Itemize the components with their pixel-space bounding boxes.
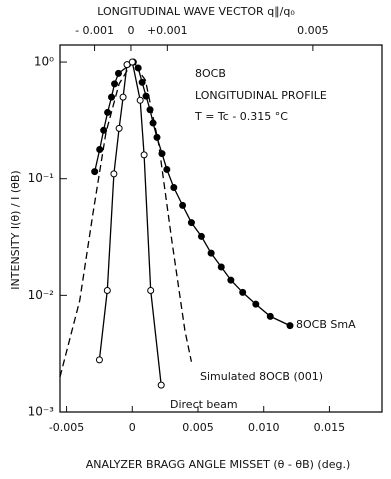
x2-tick-label: +0.001 [147,24,188,37]
series-label: Direct beam [170,398,238,411]
top-axis-title: LONGITUDINAL WAVE VECTOR q∥/q₀ [97,5,295,18]
data-point [95,356,103,364]
data-point [108,93,116,101]
data-point [217,263,225,271]
y-tick-label: 10⁻¹ [28,171,55,185]
data-point [115,124,123,132]
data-point [207,249,215,257]
data-point [252,300,260,308]
y-tick-label: 10⁻³ [28,405,55,419]
annotation: LONGITUDINAL PROFILE [195,89,327,102]
y-axis-title: INTENSITY I(θ) / I (θB) [9,170,22,289]
data-point [111,80,119,88]
data-point [149,119,157,127]
data-point [163,165,171,173]
data-point [119,93,127,101]
data-point [147,287,155,295]
data-point [197,232,205,240]
annotation: T = Tc - 0.315 °C [194,110,288,123]
series-label: 8OCB SmA [296,318,356,331]
data-point [114,69,122,77]
data-point [128,58,136,66]
data-point [91,168,99,176]
data-point [227,276,235,284]
x-tick-label: 0.015 [314,421,346,434]
series-line [59,60,193,378]
x-tick-label: 0.010 [248,421,280,434]
data-point [138,78,146,86]
data-point [157,381,165,389]
x-tick-label: -0.005 [49,421,84,434]
x2-tick-label: 0.005 [297,24,329,37]
data-point [286,322,294,330]
data-point [179,201,187,209]
plot-frame [59,44,383,413]
data-point [136,96,144,104]
data-point [266,312,274,320]
annotation: 8OCB [195,67,226,80]
x-tick-label: 0 [129,421,136,434]
data-point [239,288,247,296]
data-point [170,184,178,192]
data-point [153,133,161,141]
x2-tick-label: - 0.001 [75,24,114,37]
x2-tick-label: 0 [127,24,134,37]
data-point [110,170,118,178]
data-point [140,151,148,159]
x-axis-title: ANALYZER BRAGG ANGLE MISSET (θ - θB) (de… [86,458,351,471]
data-point [100,126,108,134]
y-tick-label: 10⁻² [28,288,55,302]
x-tick-label: 0.005 [182,421,214,434]
data-point [96,145,104,153]
data-point [103,287,111,295]
data-point [104,108,112,116]
data-point [187,219,195,227]
y-tick-label: 10⁰ [34,55,54,69]
series-label: Simulated 8OCB (001) [200,370,323,383]
